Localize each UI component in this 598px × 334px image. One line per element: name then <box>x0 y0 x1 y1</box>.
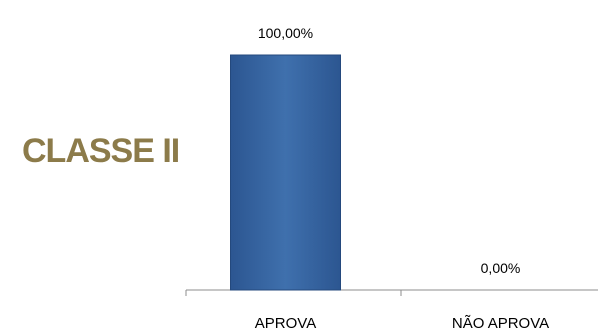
data-label-0: 100,00% <box>258 25 313 41</box>
bar-0 <box>230 54 341 291</box>
chart-title: CLASSE II <box>22 132 180 170</box>
x-tick-label-0: APROVA <box>255 315 316 332</box>
x-tick-label-1: NÃO APROVA <box>452 315 549 332</box>
plot-area: 100,00% APROVA 0,00% NÃO APROVA <box>185 25 598 332</box>
data-label-1: 0,00% <box>481 260 521 276</box>
